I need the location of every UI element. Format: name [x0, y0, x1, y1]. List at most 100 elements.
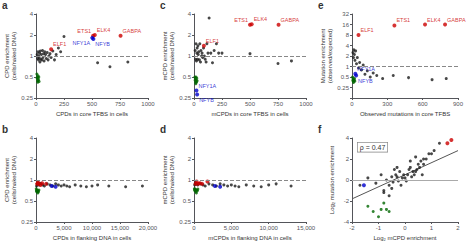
svg-text:e: e [318, 0, 324, 11]
svg-text:NFY1A: NFY1A [72, 40, 90, 46]
svg-text:0.25: 0.25 [337, 85, 349, 91]
svg-text:0.5: 0.5 [25, 74, 34, 80]
svg-text:mCPD enrichment: mCPD enrichment [162, 31, 168, 80]
svg-text:(observed/expected): (observed/expected) [327, 29, 333, 84]
svg-text:b: b [2, 124, 8, 135]
svg-text:15,000: 15,000 [111, 225, 130, 231]
svg-text:Log₂ mCPD enrichment: Log₂ mCPD enrichment [373, 235, 436, 241]
svg-text:NFY1A: NFY1A [198, 83, 216, 89]
svg-text:1: 1 [30, 53, 34, 59]
svg-text:0.5: 0.5 [183, 74, 192, 80]
svg-text:ETS1: ETS1 [77, 28, 91, 34]
svg-text:-2: -2 [344, 198, 350, 204]
svg-text:0: 0 [192, 225, 196, 231]
svg-text:0: 0 [350, 101, 354, 107]
svg-text:mCPDs in core TFBS in cells: mCPDs in core TFBS in cells [211, 111, 288, 117]
svg-text:NFY1A: NFY1A [357, 66, 375, 72]
svg-text:16: 16 [342, 22, 349, 28]
svg-text:8: 8 [346, 32, 350, 38]
svg-text:10,000: 10,000 [83, 225, 102, 231]
svg-text:32: 32 [342, 11, 349, 17]
svg-text:4: 4 [346, 43, 350, 49]
svg-text:5,000: 5,000 [56, 225, 72, 231]
svg-text:0: 0 [192, 101, 196, 107]
svg-text:300: 300 [382, 101, 393, 107]
svg-text:2: 2 [188, 156, 192, 162]
svg-text:5,000: 5,000 [224, 225, 240, 231]
svg-text:Log₂ mutation enrichment: Log₂ mutation enrichment [329, 145, 335, 214]
svg-text:4: 4 [188, 11, 192, 17]
svg-text:(cells/naked DNA): (cells/naked DNA) [169, 32, 175, 80]
svg-text:0.25: 0.25 [21, 219, 33, 225]
svg-text:250: 250 [59, 101, 70, 107]
svg-text:Observed mutations in core TFB: Observed mutations in core TFBS [360, 111, 450, 117]
svg-text:1000: 1000 [299, 101, 313, 107]
svg-text:ELF1: ELF1 [206, 38, 219, 44]
svg-text:ρ = 0.47: ρ = 0.47 [360, 144, 386, 152]
svg-text:2: 2 [30, 156, 34, 162]
svg-text:CPD enrichment: CPD enrichment [4, 158, 10, 202]
svg-text:ELF1: ELF1 [360, 27, 373, 33]
svg-text:(cells/naked DNA): (cells/naked DNA) [11, 156, 17, 204]
svg-text:750: 750 [273, 101, 284, 107]
svg-text:2: 2 [346, 53, 350, 59]
svg-text:a: a [2, 0, 8, 11]
svg-text:500: 500 [245, 101, 256, 107]
svg-text:0: 0 [34, 101, 38, 107]
svg-text:0: 0 [403, 225, 407, 231]
svg-text:ETS1: ETS1 [396, 17, 410, 23]
svg-text:0.25: 0.25 [21, 95, 33, 101]
svg-text:NFYB: NFYB [358, 78, 373, 84]
svg-text:20,000: 20,000 [139, 225, 158, 231]
svg-text:d: d [160, 124, 166, 135]
svg-text:2: 2 [188, 32, 192, 38]
svg-text:ETS1: ETS1 [234, 17, 248, 23]
svg-text:4: 4 [346, 135, 350, 141]
svg-text:1000: 1000 [141, 101, 155, 107]
svg-text:750: 750 [115, 101, 126, 107]
svg-text:1: 1 [346, 64, 350, 70]
svg-text:0.25: 0.25 [179, 95, 191, 101]
svg-text:10,000: 10,000 [259, 225, 278, 231]
svg-text:250: 250 [217, 101, 228, 107]
svg-text:CPD enrichment: CPD enrichment [4, 34, 10, 78]
svg-text:0.5: 0.5 [183, 198, 192, 204]
svg-text:1: 1 [188, 53, 192, 59]
svg-text:ELK4: ELK4 [254, 16, 267, 22]
svg-text:15,000: 15,000 [297, 225, 316, 231]
svg-text:(cells/naked DNA): (cells/naked DNA) [169, 156, 175, 204]
svg-text:0.5: 0.5 [341, 74, 350, 80]
svg-text:2: 2 [30, 32, 34, 38]
svg-text:2: 2 [456, 225, 460, 231]
svg-text:NFYB: NFYB [199, 97, 214, 103]
svg-text:(cells/naked DNA): (cells/naked DNA) [11, 32, 17, 80]
svg-text:GABPA: GABPA [447, 17, 466, 23]
svg-text:0: 0 [34, 225, 38, 231]
svg-text:GABPA: GABPA [281, 17, 300, 23]
svg-text:4: 4 [30, 11, 34, 17]
svg-text:ELK4: ELK4 [427, 17, 440, 23]
svg-text:GABPA: GABPA [123, 28, 142, 34]
svg-text:4: 4 [188, 135, 192, 141]
svg-text:Mutation enrichment: Mutation enrichment [320, 28, 326, 83]
svg-text:1: 1 [188, 177, 192, 183]
svg-text:1: 1 [30, 177, 34, 183]
svg-text:1: 1 [430, 225, 434, 231]
svg-text:mCPD enrichment: mCPD enrichment [162, 155, 168, 204]
svg-text:ELK4: ELK4 [97, 27, 110, 33]
svg-text:0: 0 [346, 177, 350, 183]
svg-text:2: 2 [346, 156, 350, 162]
svg-text:500: 500 [87, 101, 98, 107]
svg-text:0.25: 0.25 [179, 219, 191, 225]
svg-text:f: f [318, 124, 322, 135]
svg-text:NFYB: NFYB [95, 41, 110, 47]
svg-text:4: 4 [30, 135, 34, 141]
svg-text:CPDs in core TFBS in cells: CPDs in core TFBS in cells [56, 111, 128, 117]
svg-text:-2: -2 [349, 225, 355, 231]
svg-text:c: c [160, 0, 166, 11]
svg-text:ELF1: ELF1 [53, 41, 66, 47]
svg-text:900: 900 [453, 101, 464, 107]
svg-text:600: 600 [418, 101, 429, 107]
svg-text:0.5: 0.5 [25, 198, 34, 204]
svg-text:CPDs in flanking DNA in cells: CPDs in flanking DNA in cells [53, 235, 131, 241]
